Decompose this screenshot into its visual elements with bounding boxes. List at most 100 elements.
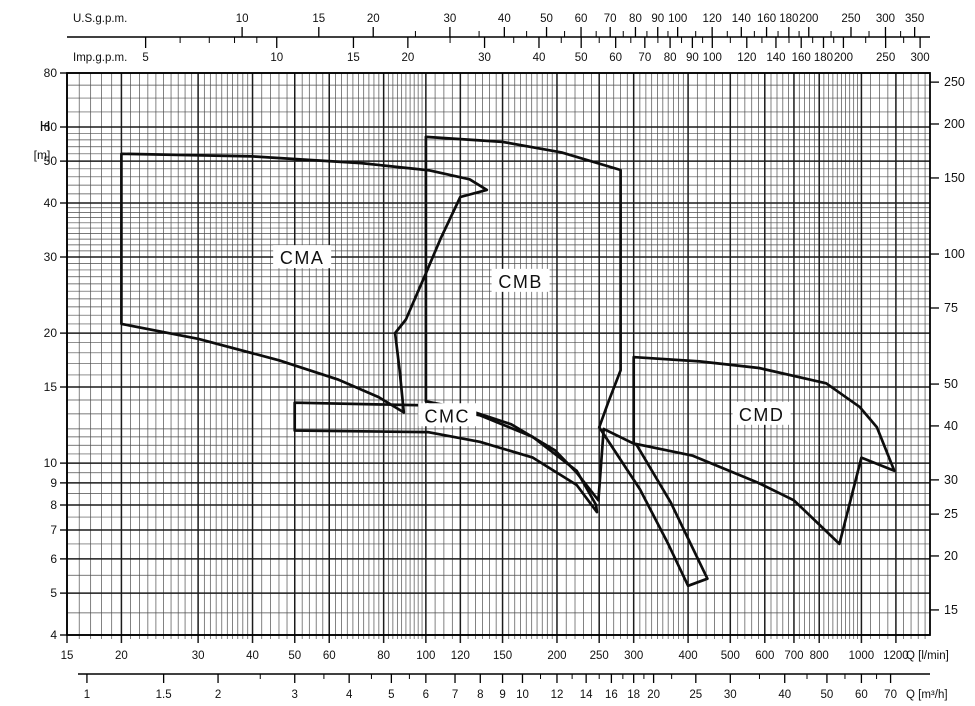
tick-label: 40 (498, 13, 511, 25)
tick-label: 5 (388, 689, 394, 701)
tick-label: 80 (664, 52, 677, 64)
region-label-box (418, 403, 477, 427)
impgpm-axis-label: Imp.g.p.m. (73, 52, 127, 64)
tick-label: 70 (604, 13, 617, 25)
tick-label: 15 (312, 13, 325, 25)
grid-major (60, 72, 930, 643)
tick-label: 50 (288, 650, 301, 662)
m3h-axis-label: Q [m³/h] (906, 689, 948, 701)
tick-label: 50 (821, 689, 834, 701)
tick-label: 70 (638, 52, 651, 64)
tick-label: 120 (703, 13, 722, 25)
tick-label: 250 (944, 75, 965, 89)
tick-label: 30 (192, 650, 205, 662)
tick-label: 140 (732, 13, 751, 25)
tick-label: 250 (590, 650, 609, 662)
tick-label: 3 (292, 689, 298, 701)
h-axis-unit: [m] (34, 148, 51, 162)
tick-label: 15 (944, 603, 958, 617)
tick-label: 180 (814, 52, 833, 64)
tick-label: 40 (44, 196, 58, 210)
tick-label: 300 (624, 650, 643, 662)
tick-label: 20 (944, 549, 958, 563)
tick-label: 120 (451, 650, 470, 662)
tick-label: 18 (627, 689, 640, 701)
region-label-box (491, 268, 550, 292)
tick-label: 1 (84, 689, 90, 701)
tick-label: 12 (551, 689, 564, 701)
h-axis-right: 15 20 25 30 40 50 75 100 150 200 250 (930, 75, 965, 617)
tick-label: 10 (236, 13, 249, 25)
tick-label: 60 (323, 650, 336, 662)
tick-label: 50 (540, 13, 553, 25)
tick-label: 20 (647, 689, 660, 701)
tick-label: 400 (678, 650, 697, 662)
plot-border (66, 72, 931, 636)
tick-label: 9 (499, 689, 505, 701)
tick-label: 80 (629, 13, 642, 25)
tick-label: 10 (44, 456, 58, 470)
tick-label: 75 (944, 301, 958, 315)
tick-label: 10 (270, 52, 283, 64)
tick-label: 20 (115, 650, 128, 662)
tick-label: 350 (905, 13, 924, 25)
tick-label: 25 (944, 507, 958, 521)
tick-label: 10 (516, 689, 529, 701)
usgpm-scale: 10 15 20 30 40 50 60 70 80 90 100 120 140 160 180 200 25… (73, 13, 924, 37)
tick-label: 50 (944, 377, 958, 391)
tick-label: 15 (44, 380, 58, 394)
tick-label: 800 (810, 650, 829, 662)
tick-label: 60 (575, 13, 588, 25)
tick-label: 90 (686, 52, 699, 64)
tick-label: 40 (944, 419, 958, 433)
tick-label: 15 (347, 52, 360, 64)
tick-label: 40 (533, 52, 546, 64)
tick-label: 1000 (849, 650, 875, 662)
tick-label: 120 (737, 52, 756, 64)
tick-label: 1200 (883, 650, 909, 662)
impgpm-scale: 5 10 15 20 30 40 50 60 70 80 90 100 120 140 160 180 200 2… (73, 37, 930, 64)
tick-label: 180 (779, 13, 798, 25)
tick-label: 200 (944, 117, 965, 131)
tick-label: 25 (689, 689, 702, 701)
tick-label: 15 (61, 650, 74, 662)
tick-label: 300 (911, 52, 930, 64)
envelope-cma (120, 152, 489, 414)
tick-label: 7 (50, 523, 57, 537)
tick-label: 200 (547, 650, 566, 662)
lmin-axis: 15 20 30 40 50 60 80 100 120 150 200 250 300 400 500 60… (61, 650, 949, 662)
tick-label: 700 (784, 650, 803, 662)
tick-label: 500 (721, 650, 740, 662)
tick-label: 14 (580, 689, 593, 701)
tick-label: 9 (50, 476, 57, 490)
tick-label: 100 (944, 247, 965, 261)
tick-label: 5 (50, 586, 57, 600)
tick-label: 30 (44, 250, 58, 264)
tick-label: 4 (50, 628, 57, 642)
tick-label: 20 (44, 326, 58, 340)
tick-label: 80 (44, 66, 58, 80)
tick-label: 160 (757, 13, 776, 25)
tick-label: 140 (766, 52, 785, 64)
tick-label: 40 (778, 689, 791, 701)
tick-label: 150 (944, 171, 965, 185)
region-labels: CMA CMB CMC CMD (273, 245, 791, 427)
envelope-cmc (293, 401, 599, 514)
usgpm-axis-label: U.S.g.p.m. (73, 13, 127, 25)
tick-label: 300 (876, 13, 895, 25)
tick-label: 70 (884, 689, 897, 701)
tick-label: 80 (377, 650, 390, 662)
tick-label: 60 (44, 120, 58, 134)
tick-label: 50 (44, 154, 58, 168)
m3h-scale: 1 1.5 2 3 4 5 6 7 8 9 10 12 14 16 18 20 25 30 40 50 60 70 Q [m… (78, 673, 948, 701)
region-label-box (732, 401, 791, 425)
tick-label: 100 (668, 13, 687, 25)
tick-label: 50 (575, 52, 588, 64)
h-axis-title: H (40, 118, 51, 135)
region-label-box (273, 245, 332, 269)
tick-label: 200 (799, 13, 818, 25)
tick-label: 1.5 (156, 689, 172, 701)
tick-label: 30 (478, 52, 491, 64)
